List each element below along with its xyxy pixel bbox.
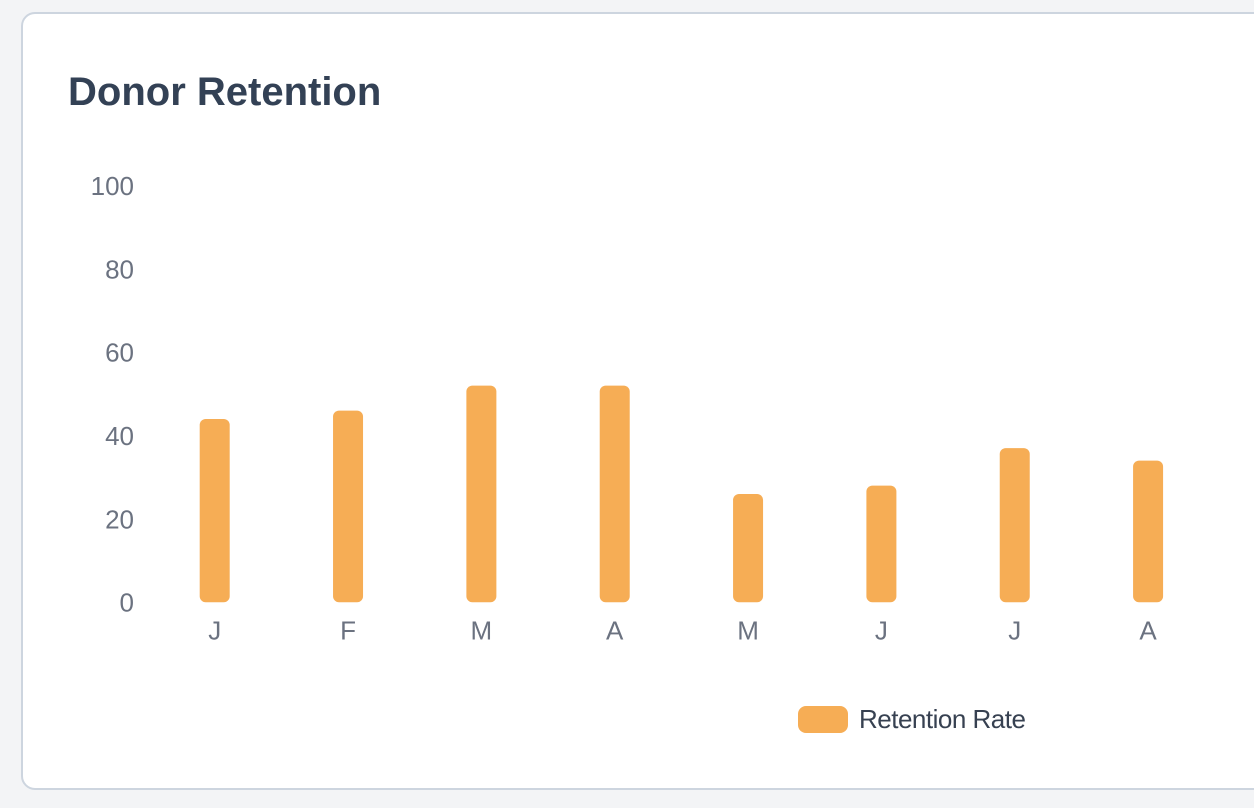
x-axis-tick-label: A	[606, 616, 624, 646]
x-axis-tick-label: F	[340, 616, 356, 646]
x-axis-tick-label: M	[737, 616, 759, 646]
legend-label: Retention Rate	[859, 704, 1026, 734]
chart-legend: Retention Rate	[798, 704, 1026, 734]
x-axis-tick-label: M	[471, 616, 493, 646]
x-axis-tick-label: J	[208, 616, 221, 646]
bar-A-7	[1133, 460, 1164, 603]
chart-card: Donor Retention 0 20 40 60 80 100 J F M A M J J A Ret…	[21, 12, 1254, 790]
bar-M-4	[733, 493, 764, 603]
chart-title: Donor Retention	[68, 70, 382, 114]
bar-chart: 0 20 40 60 80 100 J F M A M J J A	[91, 171, 1164, 646]
y-axis-tick-label: 60	[105, 338, 134, 368]
bar-J-5	[866, 485, 897, 603]
x-axis-tick-label: A	[1139, 616, 1157, 646]
bar-A-3	[599, 385, 630, 603]
bar-F-1	[333, 410, 364, 603]
x-axis-tick-label: J	[875, 616, 888, 646]
bar-M-2	[466, 385, 497, 603]
bar-J-6	[999, 448, 1030, 603]
y-axis-tick-label: 100	[91, 171, 134, 201]
legend-swatch-icon	[798, 706, 848, 733]
y-axis-tick-label: 0	[120, 588, 134, 618]
y-axis-tick-label: 40	[105, 421, 134, 451]
y-axis-tick-label: 20	[105, 504, 134, 534]
x-axis-tick-label: J	[1008, 616, 1021, 646]
bar-J-0	[199, 418, 230, 603]
y-axis-tick-label: 80	[105, 254, 134, 284]
